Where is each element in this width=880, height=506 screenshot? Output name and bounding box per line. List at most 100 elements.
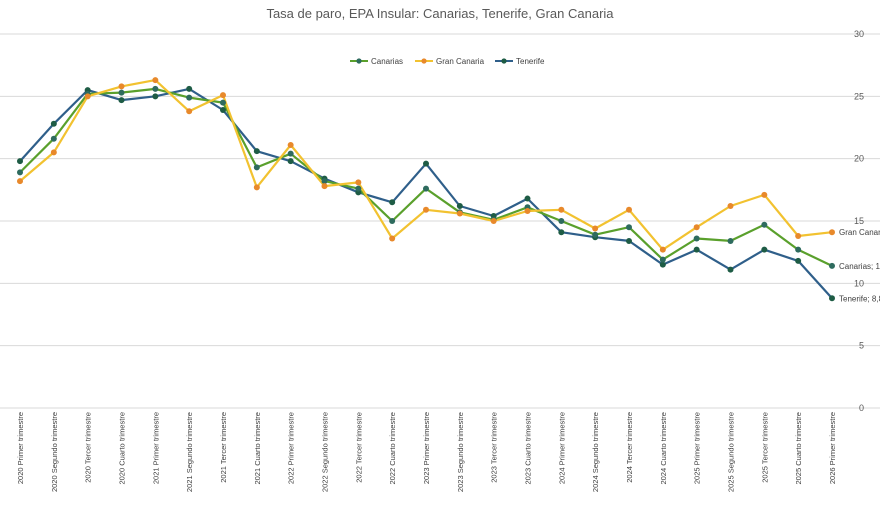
data-point-tenerife: [659, 261, 666, 268]
legend-marker-gran-canaria: [421, 58, 427, 64]
data-point-gran-canaria: [220, 92, 226, 99]
y-tick-label: 5: [859, 341, 864, 351]
x-tick-label: 2021 Primer trimestre: [151, 412, 160, 484]
x-tick-label: 2021 Cuarto trimestre: [253, 412, 262, 485]
data-point-gran-canaria: [727, 203, 734, 210]
y-tick-label: 20: [854, 154, 864, 164]
end-label-tenerife: Tenerife; 8,8: [839, 294, 880, 303]
x-tick-label: 2024 Segundo trimestre: [591, 412, 600, 492]
data-point-gran-canaria: [693, 224, 700, 231]
data-point-canarias: [727, 237, 734, 244]
series-markers: [17, 77, 835, 302]
y-tick-label: 0: [859, 403, 864, 413]
data-point-gran-canaria: [152, 77, 159, 84]
data-point-gran-canaria: [253, 184, 260, 191]
data-point-tenerife: [626, 237, 632, 244]
x-tick-label: 2023 Tercer trimestre: [490, 412, 499, 483]
data-point-gran-canaria: [795, 232, 802, 239]
x-tick-label: 2022 Primer trimestre: [287, 412, 296, 484]
x-tick-label: 2025 Primer trimestre: [693, 412, 702, 484]
gridlines: [0, 33, 880, 409]
legend-label-tenerife: Tenerife: [516, 57, 545, 66]
data-point-canarias: [50, 135, 57, 142]
x-tick-label: 2025 Tercer trimestre: [760, 412, 769, 483]
data-point-canarias: [829, 262, 835, 269]
series-line-canarias: [19, 87, 833, 267]
data-point-tenerife: [118, 97, 125, 104]
data-point-tenerife: [761, 246, 768, 253]
x-tick-label: 2020 Primer trimestre: [16, 412, 25, 484]
data-point-gran-canaria: [84, 93, 91, 100]
data-point-gran-canaria: [389, 235, 396, 242]
data-point-tenerife: [829, 295, 835, 302]
data-point-gran-canaria: [456, 210, 463, 217]
data-point-canarias: [592, 231, 599, 238]
data-point-gran-canaria: [17, 178, 23, 185]
data-point-gran-canaria: [321, 183, 328, 190]
x-axis-ticks: 2020 Primer trimestre 2020 Segundo trimes…: [16, 412, 837, 492]
x-tick-label: 2022 Cuarto trimestre: [388, 412, 397, 485]
x-tick-label: 2023 Cuarto trimestre: [524, 412, 533, 485]
data-point-canarias: [659, 256, 666, 263]
data-point-tenerife: [456, 203, 463, 210]
y-tick-label: 25: [854, 91, 864, 101]
data-point-gran-canaria: [423, 206, 429, 213]
x-tick-label: 2022 Tercer trimestre: [354, 412, 363, 483]
data-point-canarias: [355, 185, 362, 192]
data-point-canarias: [118, 89, 125, 96]
data-point-gran-canaria: [186, 108, 193, 115]
data-point-tenerife: [287, 158, 294, 165]
legend-label-canarias: Canarias: [371, 57, 403, 66]
data-point-gran-canaria: [490, 218, 497, 224]
x-tick-label: 2025 Cuarto trimestre: [794, 412, 803, 485]
data-point-canarias: [186, 94, 193, 101]
data-point-canarias: [389, 218, 396, 224]
end-labels: Canarias; 11,4 Gran Canaria; 14,1 Tenerife…: [839, 228, 880, 303]
legend-label-gran-canaria: Gran Canaria: [436, 57, 485, 66]
legend-marker-canarias: [356, 58, 362, 64]
data-point-gran-canaria: [118, 83, 125, 90]
data-point-tenerife: [795, 257, 802, 264]
data-point-tenerife: [50, 120, 57, 127]
data-point-gran-canaria: [524, 208, 531, 215]
data-point-tenerife: [727, 266, 734, 273]
data-point-canarias: [152, 85, 159, 92]
x-tick-label: 2024 Tercer trimestre: [625, 412, 634, 483]
data-point-tenerife: [693, 246, 700, 253]
end-label-gran-canaria: Gran Canaria; 14,1: [839, 228, 880, 237]
data-point-canarias: [321, 178, 328, 185]
y-tick-label: 10: [854, 278, 864, 288]
data-point-gran-canaria: [659, 246, 666, 253]
legend: Canarias Gran Canaria Tenerife: [350, 57, 545, 66]
legend-marker-tenerife: [501, 58, 507, 64]
data-point-tenerife: [220, 107, 226, 114]
data-point-tenerife: [389, 199, 396, 206]
data-point-canarias: [220, 99, 226, 106]
data-point-canarias: [423, 185, 429, 192]
x-tick-label: 2024 Primer trimestre: [557, 412, 566, 484]
data-point-gran-canaria: [50, 149, 57, 156]
chart-title: Tasa de paro, EPA Insular: Canarias, Ten…: [266, 6, 614, 21]
y-tick-label: 30: [854, 29, 864, 39]
data-point-gran-canaria: [592, 225, 599, 232]
data-point-gran-canaria: [829, 229, 835, 236]
x-tick-label: 2023 Primer trimestre: [422, 412, 431, 484]
data-point-canarias: [626, 224, 632, 231]
x-tick-label: 2022 Segundo trimestre: [321, 412, 330, 492]
data-point-tenerife: [524, 195, 531, 202]
x-tick-label: 2023 Segundo trimestre: [456, 412, 465, 492]
x-tick-label: 2026 Primer trimestre: [828, 412, 837, 484]
x-tick-label: 2024 Cuarto trimestre: [659, 412, 668, 485]
data-point-tenerife: [423, 160, 429, 167]
y-axis-ticks: 0 5 10 15 20 25 30: [854, 29, 864, 413]
series-line-tenerife: [19, 87, 833, 300]
data-point-canarias: [253, 164, 260, 171]
data-point-tenerife: [17, 158, 23, 165]
data-point-canarias: [287, 150, 294, 157]
y-tick-label: 15: [854, 216, 864, 226]
data-point-gran-canaria: [355, 179, 362, 186]
data-point-tenerife: [253, 148, 260, 155]
data-point-canarias: [761, 221, 768, 228]
data-point-gran-canaria: [558, 206, 565, 213]
data-point-tenerife: [186, 85, 193, 92]
